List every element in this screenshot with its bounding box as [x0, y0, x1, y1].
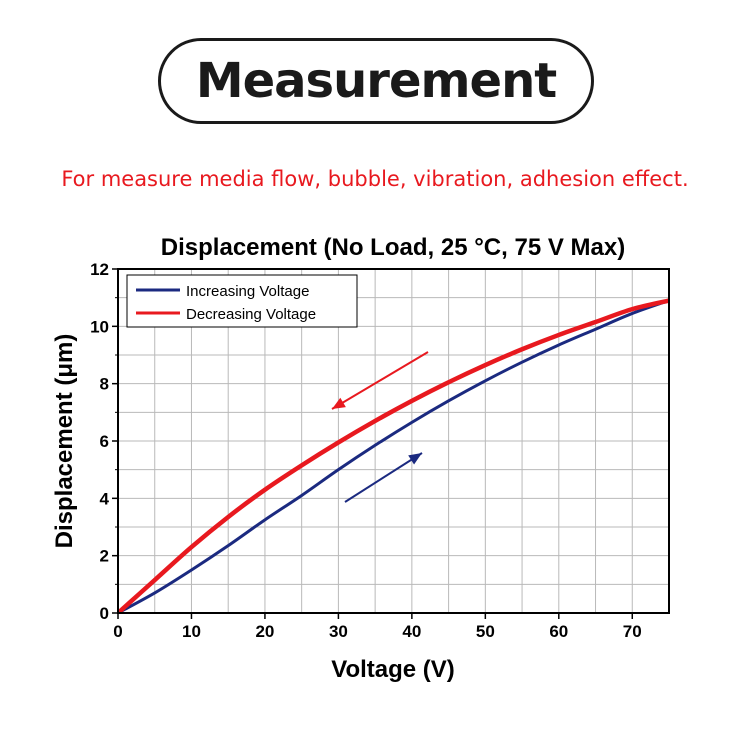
x-tick-label: 10	[182, 622, 201, 641]
y-tick-label: 8	[100, 375, 109, 394]
y-axis-label: Displacement (μm)	[51, 334, 78, 549]
series-lines	[118, 298, 669, 613]
legend: Increasing Voltage Decreasing Voltage	[126, 274, 358, 328]
y-tick-label: 6	[100, 432, 109, 451]
y-tick-label: 4	[100, 489, 110, 508]
x-tick-label: 20	[255, 622, 274, 641]
arrow-decreasing	[331, 351, 429, 410]
arrow-increasing-head	[408, 453, 422, 465]
x-axis-label: Voltage (V)	[331, 656, 455, 683]
subtitle: For measure media flow, bubble, vibratio…	[61, 167, 689, 191]
x-tick-label: 50	[476, 622, 495, 641]
measurement-badge: Measurement	[158, 38, 594, 124]
y-tick-label: 10	[90, 317, 109, 336]
axis-ticks: 0 10 20 30 40 50 60 70 0 2 4 6 8 10 12	[90, 260, 642, 641]
series-line-decreasing	[118, 298, 669, 613]
y-tick-label: 0	[100, 604, 109, 623]
x-tick-label: 40	[402, 622, 421, 641]
legend-label-decreasing: Decreasing Voltage	[186, 306, 316, 323]
y-tick-label: 12	[90, 260, 109, 279]
badge-title: Measurement	[195, 53, 557, 109]
x-tick-label: 60	[549, 622, 568, 641]
arrow-increasing-shaft	[344, 452, 423, 503]
series-line-increasing	[118, 299, 669, 613]
y-tick-label: 2	[100, 547, 109, 566]
x-tick-label: 0	[113, 622, 122, 641]
arrow-increasing	[344, 452, 423, 503]
legend-label-increasing: Increasing Voltage	[186, 283, 309, 300]
legend-box	[126, 274, 358, 328]
chart-title: Displacement (No Load, 25 °C, 75 V Max)	[161, 234, 625, 261]
arrow-decreasing-shaft	[331, 351, 429, 410]
x-tick-label: 70	[623, 622, 642, 641]
direction-arrows	[331, 351, 429, 503]
arrow-decreasing-head	[332, 397, 346, 409]
x-tick-label: 30	[329, 622, 348, 641]
